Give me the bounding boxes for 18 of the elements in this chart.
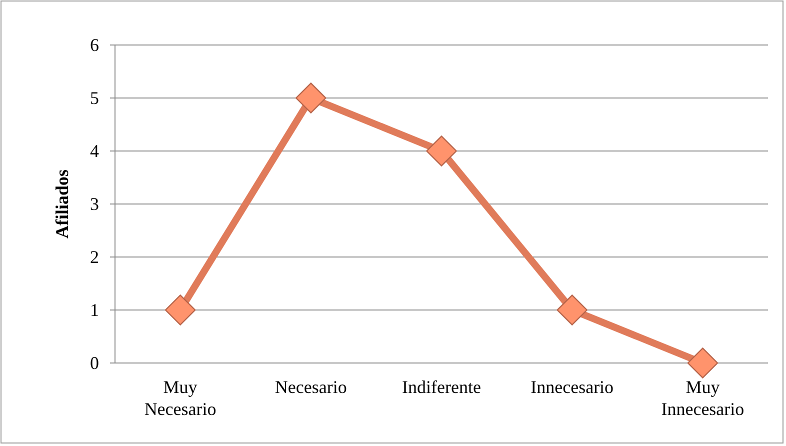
point [687,348,718,378]
y-tick-label: 4 [90,140,99,161]
x-tick-label: Innecesario [530,377,614,397]
y-tick-label: 3 [90,194,99,214]
x-tick-label: Indiferente [402,377,481,397]
x-tick-label: Muy Necesario [144,377,216,419]
y-tick-label: 2 [90,246,99,267]
point [164,294,196,326]
y-tick-label: 6 [90,34,99,55]
y-tick-label: 0 [90,352,99,373]
point [556,294,588,326]
x-tick-label: Necesario [274,377,347,397]
y-axis-title: Afiliados [52,169,72,239]
y-tick-label: 1 [90,300,99,320]
point [426,136,457,166]
x-tick-label: Muy Innecesario [661,377,744,419]
point [295,82,326,114]
y-tick-label: 5 [90,88,99,108]
